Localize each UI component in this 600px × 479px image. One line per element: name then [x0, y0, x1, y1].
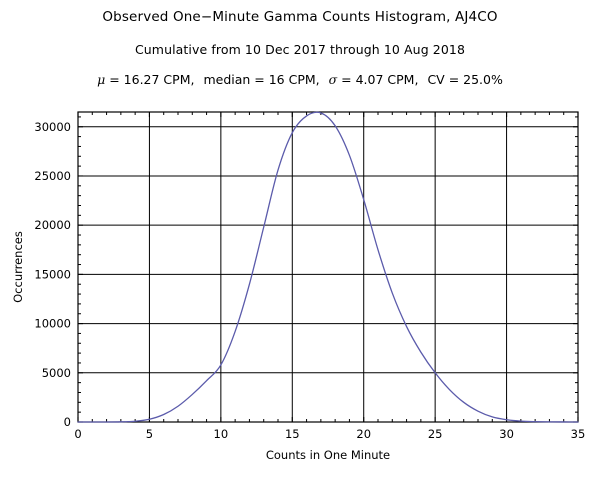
x-tick-label: 0: [74, 427, 81, 441]
x-tick-label: 15: [285, 427, 300, 441]
x-tick-label: 10: [214, 427, 229, 441]
y-tick-label: 25000: [34, 169, 71, 183]
sigma-value: = 4.07 CPM,: [337, 72, 419, 87]
mu-symbol: μ: [97, 72, 106, 87]
y-tick-label: 5000: [42, 366, 71, 380]
minor-ticks: [78, 112, 578, 422]
median-value: median = 16 CPM,: [203, 72, 320, 87]
mu-value: = 16.27 CPM,: [105, 72, 195, 87]
y-tick-label: 20000: [34, 218, 71, 232]
x-tick-label: 35: [571, 427, 586, 441]
chart-stats-line: μ = 16.27 CPM, median = 16 CPM, σ = 4.07 C…: [0, 72, 600, 87]
grid-lines: [78, 112, 578, 422]
major-ticks: [77, 112, 579, 423]
y-tick-label: 10000: [34, 317, 71, 331]
y-tick-label: 15000: [34, 267, 71, 281]
data-series-line: [77, 111, 579, 423]
y-tick-label: 30000: [34, 120, 71, 134]
x-tick-label: 20: [356, 427, 371, 441]
x-tick-label: 30: [499, 427, 514, 441]
sigma-symbol: σ: [328, 72, 338, 87]
x-tick-labels: 0 5 10 15 20 25 30 35: [74, 427, 585, 441]
y-axis-title: Occurrences: [11, 231, 25, 303]
plot-frame: [77, 111, 579, 423]
y-tick-label: 0: [64, 415, 71, 429]
page-title: Observed One−Minute Gamma Counts Histogr…: [102, 9, 498, 25]
chart-subtitle: Cumulative from 10 Dec 2017 through 10 A…: [134, 42, 466, 57]
x-axis-title: Counts in One Minute: [266, 448, 390, 462]
cv-value: CV = 25.0%: [427, 72, 503, 87]
x-tick-label: 5: [146, 427, 153, 441]
y-tick-labels: 0 5000 10000 15000 20000 25000 30000: [34, 120, 71, 429]
x-tick-label: 25: [428, 427, 443, 441]
